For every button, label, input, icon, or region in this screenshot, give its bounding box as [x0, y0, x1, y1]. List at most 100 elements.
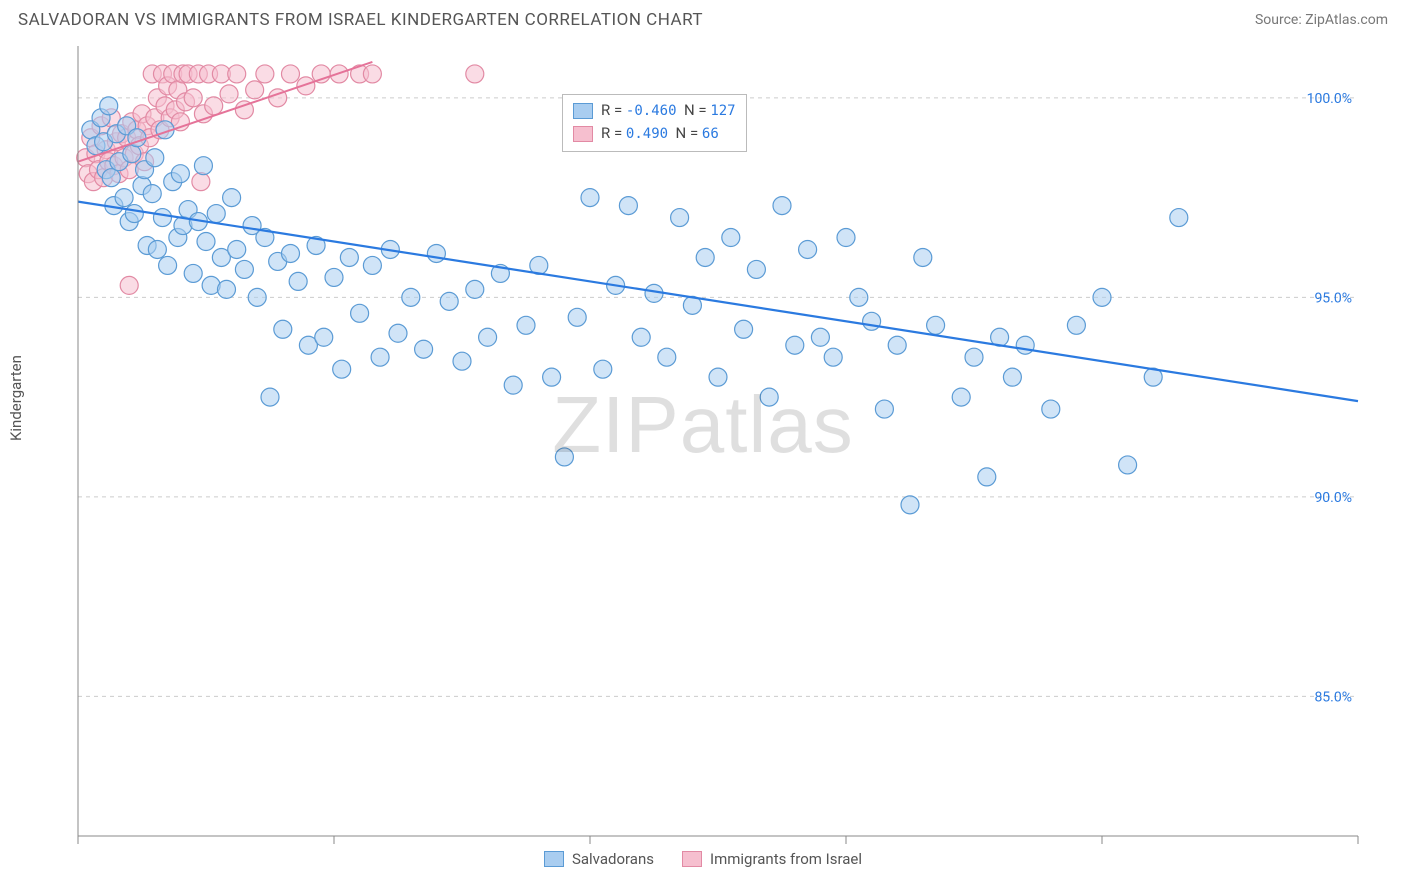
svg-text:85.0%: 85.0% — [1314, 689, 1352, 705]
data-point — [325, 268, 343, 286]
data-point — [415, 340, 433, 358]
data-point — [143, 185, 161, 203]
data-point — [125, 205, 143, 223]
data-point — [315, 328, 333, 346]
data-point — [594, 360, 612, 378]
data-point — [123, 145, 141, 163]
data-point — [153, 209, 171, 227]
data-point — [205, 97, 223, 115]
data-point — [875, 400, 893, 418]
correlation-legend: R = -0.460 N = 127R = 0.490 N = 66 — [562, 94, 747, 152]
data-point — [978, 468, 996, 486]
correlation-row: R = -0.460 N = 127 — [573, 99, 736, 122]
data-point — [1042, 400, 1060, 418]
data-point — [555, 448, 573, 466]
data-point — [235, 260, 253, 278]
data-point — [217, 280, 235, 298]
data-point — [543, 368, 561, 386]
data-point — [1119, 456, 1137, 474]
data-point — [340, 248, 358, 266]
data-point — [440, 292, 458, 310]
svg-text:95.0%: 95.0% — [1314, 290, 1352, 306]
data-point — [148, 240, 166, 258]
legend-swatch — [573, 126, 593, 142]
data-point — [1170, 209, 1188, 227]
data-point — [927, 316, 945, 334]
data-point — [453, 352, 471, 370]
data-point — [632, 328, 650, 346]
data-point — [568, 308, 586, 326]
chart-title: SALVADORAN VS IMMIGRANTS FROM ISRAEL KIN… — [18, 10, 703, 30]
data-point — [811, 328, 829, 346]
data-point — [402, 288, 420, 306]
data-point — [1093, 288, 1111, 306]
data-point — [901, 496, 919, 514]
data-point — [351, 304, 369, 322]
data-point — [863, 312, 881, 330]
data-point — [184, 264, 202, 282]
data-point — [722, 229, 740, 247]
legend-swatch — [573, 103, 593, 119]
data-point — [824, 348, 842, 366]
legend-label: Immigrants from Israel — [710, 850, 862, 868]
data-point — [274, 320, 292, 338]
data-point — [581, 189, 599, 207]
data-point — [159, 256, 177, 274]
data-point — [799, 240, 817, 258]
data-point — [888, 336, 906, 354]
correlation-stats: R = -0.460 N = 127 — [601, 99, 736, 122]
svg-text:90.0%: 90.0% — [1314, 490, 1352, 506]
data-point — [427, 244, 445, 262]
data-point — [171, 165, 189, 183]
legend-item: Salvadorans — [544, 850, 654, 868]
data-point — [671, 209, 689, 227]
data-point — [952, 388, 970, 406]
data-point — [223, 189, 241, 207]
data-point — [965, 348, 983, 366]
legend-item: Immigrants from Israel — [682, 850, 862, 868]
correlation-stats: R = 0.490 N = 66 — [601, 122, 719, 145]
data-point — [658, 348, 676, 366]
data-point — [207, 205, 225, 223]
data-point — [192, 173, 210, 191]
data-point — [837, 229, 855, 247]
data-point — [696, 248, 714, 266]
data-point — [479, 328, 497, 346]
data-point — [281, 244, 299, 262]
data-point — [102, 169, 120, 187]
data-point — [760, 388, 778, 406]
data-point — [709, 368, 727, 386]
data-point — [747, 260, 765, 278]
correlation-row: R = 0.490 N = 66 — [573, 122, 736, 145]
data-point — [504, 376, 522, 394]
data-point — [228, 65, 246, 83]
data-point — [248, 288, 266, 306]
legend-swatch — [544, 851, 564, 867]
data-point — [914, 248, 932, 266]
data-point — [197, 233, 215, 251]
data-point — [333, 360, 351, 378]
data-point — [184, 89, 202, 107]
data-point — [100, 97, 118, 115]
data-point — [220, 85, 238, 103]
svg-text:100.0%: 100.0% — [1307, 91, 1352, 107]
data-point — [389, 324, 407, 342]
data-point — [619, 197, 637, 215]
data-point — [194, 157, 212, 175]
legend-swatch — [682, 851, 702, 867]
data-point — [261, 388, 279, 406]
data-point — [1016, 336, 1034, 354]
data-point — [115, 189, 133, 207]
data-point — [466, 65, 484, 83]
data-point — [256, 65, 274, 83]
data-point — [1067, 316, 1085, 334]
y-axis-label: Kindergarten — [7, 355, 25, 441]
data-point — [735, 320, 753, 338]
data-point — [363, 65, 381, 83]
data-point — [289, 272, 307, 290]
data-point — [466, 280, 484, 298]
data-point — [120, 276, 138, 294]
data-point — [146, 149, 164, 167]
data-point — [850, 288, 868, 306]
legend-label: Salvadorans — [572, 850, 654, 868]
